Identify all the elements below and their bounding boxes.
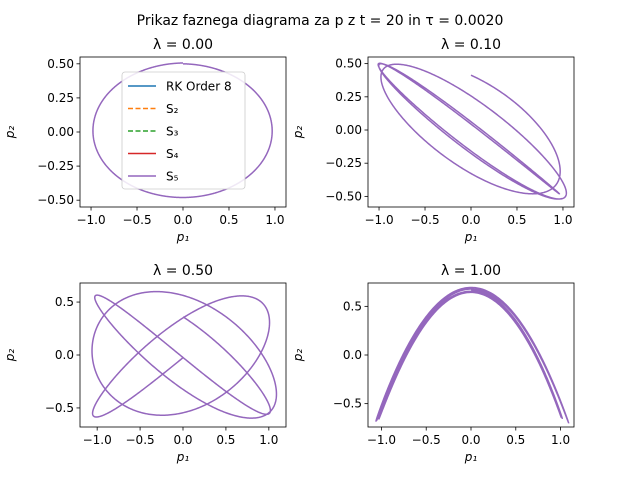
y-axis-label: p₂	[3, 349, 17, 363]
x-tick-label: 0.0	[461, 433, 480, 447]
subplot-4: λ = 1.00 −1.0 −0.5 0.0 0.5 1.0 −0.5 0.0 0.5 p₁ p₂	[291, 263, 575, 464]
legend-label: S₂	[166, 102, 179, 116]
series-line-s5	[375, 286, 570, 424]
y-axis-label: p₂	[3, 126, 17, 140]
x-tick-label: 1.0	[551, 433, 570, 447]
x-tick-label: −0.5	[412, 433, 441, 447]
y-tick-label: −0.5	[45, 401, 74, 415]
legend-label: RK Order 8	[166, 80, 232, 94]
x-tick-label: 0.5	[507, 213, 526, 227]
subplot-grid: λ = 0.00 −1.0 −0.5 0.0 0.5 1.0 −0.50 −0.25 0.00 0…	[3, 37, 575, 464]
y-tick-label: 0.25	[335, 90, 362, 104]
legend: RK Order 8 S₂ S₃ S₄ S₅	[121, 71, 246, 190]
y-tick-label: 0.00	[47, 125, 74, 139]
subplot-title: λ = 0.50	[153, 263, 213, 279]
x-tick-label: −1.0	[364, 213, 393, 227]
y-tick-label: 0.00	[335, 123, 362, 137]
subplot-1: λ = 0.00 −1.0 −0.5 0.0 0.5 1.0 −0.50 −0.25 0.00 0…	[3, 37, 287, 244]
x-axis-label: p₁	[464, 230, 478, 244]
legend-label: S₃	[166, 125, 179, 139]
y-axis-label: p₂	[291, 349, 305, 363]
x-tick-label: 0.5	[216, 433, 235, 447]
x-tick-label: 0.0	[173, 213, 192, 227]
series-line-s5	[92, 62, 273, 199]
subplot-title: λ = 1.00	[441, 263, 501, 279]
x-tick-label: −1.0	[83, 433, 112, 447]
x-tick-label: −0.5	[410, 213, 439, 227]
y-tick-label: 0.50	[335, 57, 362, 71]
x-tick-label: −1.0	[367, 433, 396, 447]
x-axis-label: p₁	[176, 230, 190, 244]
subplot-title: λ = 0.00	[153, 37, 213, 53]
x-tick-label: −0.5	[122, 213, 151, 227]
x-tick-label: 0.0	[173, 433, 192, 447]
subplot-3: λ = 0.50 −1.0 −0.5 0.0 0.5 1.0 −0.5 0.0 0.5 p₁ p₂	[3, 263, 287, 464]
y-tick-label: 0.0	[343, 348, 362, 362]
x-tick-label: 0.0	[461, 213, 480, 227]
y-tick-label: −0.5	[333, 397, 362, 411]
legend-label: S₄	[166, 147, 179, 161]
x-tick-label: 1.0	[553, 213, 572, 227]
y-tick-label: −0.25	[325, 156, 362, 170]
y-tick-label: 0.0	[55, 348, 74, 362]
y-tick-label: −0.25	[37, 159, 74, 173]
x-tick-label: −0.5	[126, 433, 155, 447]
figure-suptitle: Prikaz faznega diagrama za p z t = 20 in…	[137, 13, 504, 29]
series-line-s5	[377, 62, 568, 200]
y-tick-label: −0.50	[37, 193, 74, 207]
y-tick-label: 0.25	[47, 91, 74, 105]
x-axis-label: p₁	[464, 450, 478, 464]
y-tick-label: 0.5	[55, 295, 74, 309]
x-tick-label: 0.5	[219, 213, 238, 227]
series-line-s5	[91, 290, 278, 419]
x-tick-label: −1.0	[76, 213, 105, 227]
subplot-2: λ = 0.10 −1.0 −0.5 0.0 0.5 1.0 −0.50 −0.25 0.00 0…	[291, 37, 575, 244]
y-axis-label: p₂	[291, 126, 305, 140]
y-tick-label: 0.50	[47, 57, 74, 71]
y-tick-label: −0.50	[325, 189, 362, 203]
x-tick-label: 1.0	[265, 213, 284, 227]
legend-label: S₅	[166, 170, 179, 184]
x-tick-label: 0.5	[506, 433, 525, 447]
x-tick-label: 1.0	[259, 433, 278, 447]
legend-box	[121, 71, 246, 190]
subplot-title: λ = 0.10	[441, 37, 501, 53]
x-axis-label: p₁	[176, 450, 190, 464]
y-tick-label: 0.5	[343, 299, 362, 313]
